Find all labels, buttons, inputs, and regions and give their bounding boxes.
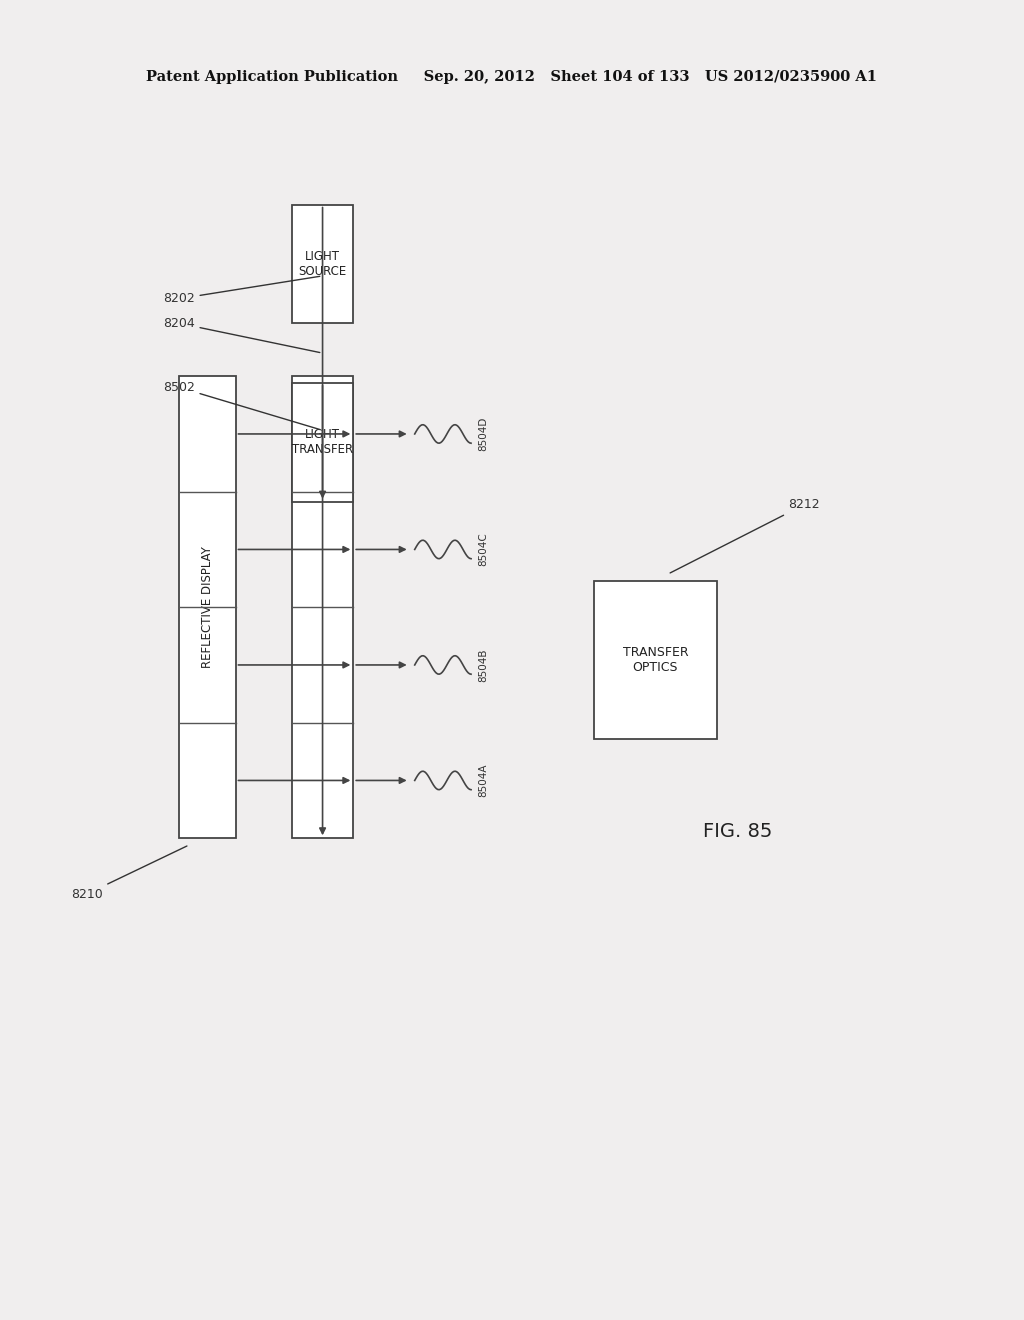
Text: 8202: 8202	[163, 276, 319, 305]
Text: Patent Application Publication     Sep. 20, 2012   Sheet 104 of 133   US 2012/02: Patent Application Publication Sep. 20, …	[146, 70, 878, 83]
Bar	[292, 376, 353, 838]
Text: 8504C: 8504C	[478, 532, 488, 566]
Text: 8502: 8502	[163, 380, 319, 429]
Bar	[292, 205, 353, 323]
Text: 8504A: 8504A	[478, 764, 488, 797]
Text: LIGHT
SOURCE: LIGHT SOURCE	[298, 249, 347, 279]
Bar	[594, 581, 717, 739]
Text: 8504B: 8504B	[478, 648, 488, 681]
Text: 8204: 8204	[163, 317, 319, 352]
Text: 8212: 8212	[670, 498, 820, 573]
Bar	[292, 383, 353, 502]
Text: FIG. 85: FIG. 85	[702, 822, 772, 841]
Bar	[179, 376, 236, 838]
Text: 8504D: 8504D	[478, 417, 488, 451]
Text: 8210: 8210	[71, 846, 187, 900]
Text: TRANSFER
OPTICS: TRANSFER OPTICS	[623, 645, 688, 675]
Text: LIGHT
TRANSFER: LIGHT TRANSFER	[292, 428, 353, 457]
Text: REFLECTIVE DISPLAY: REFLECTIVE DISPLAY	[201, 546, 214, 668]
